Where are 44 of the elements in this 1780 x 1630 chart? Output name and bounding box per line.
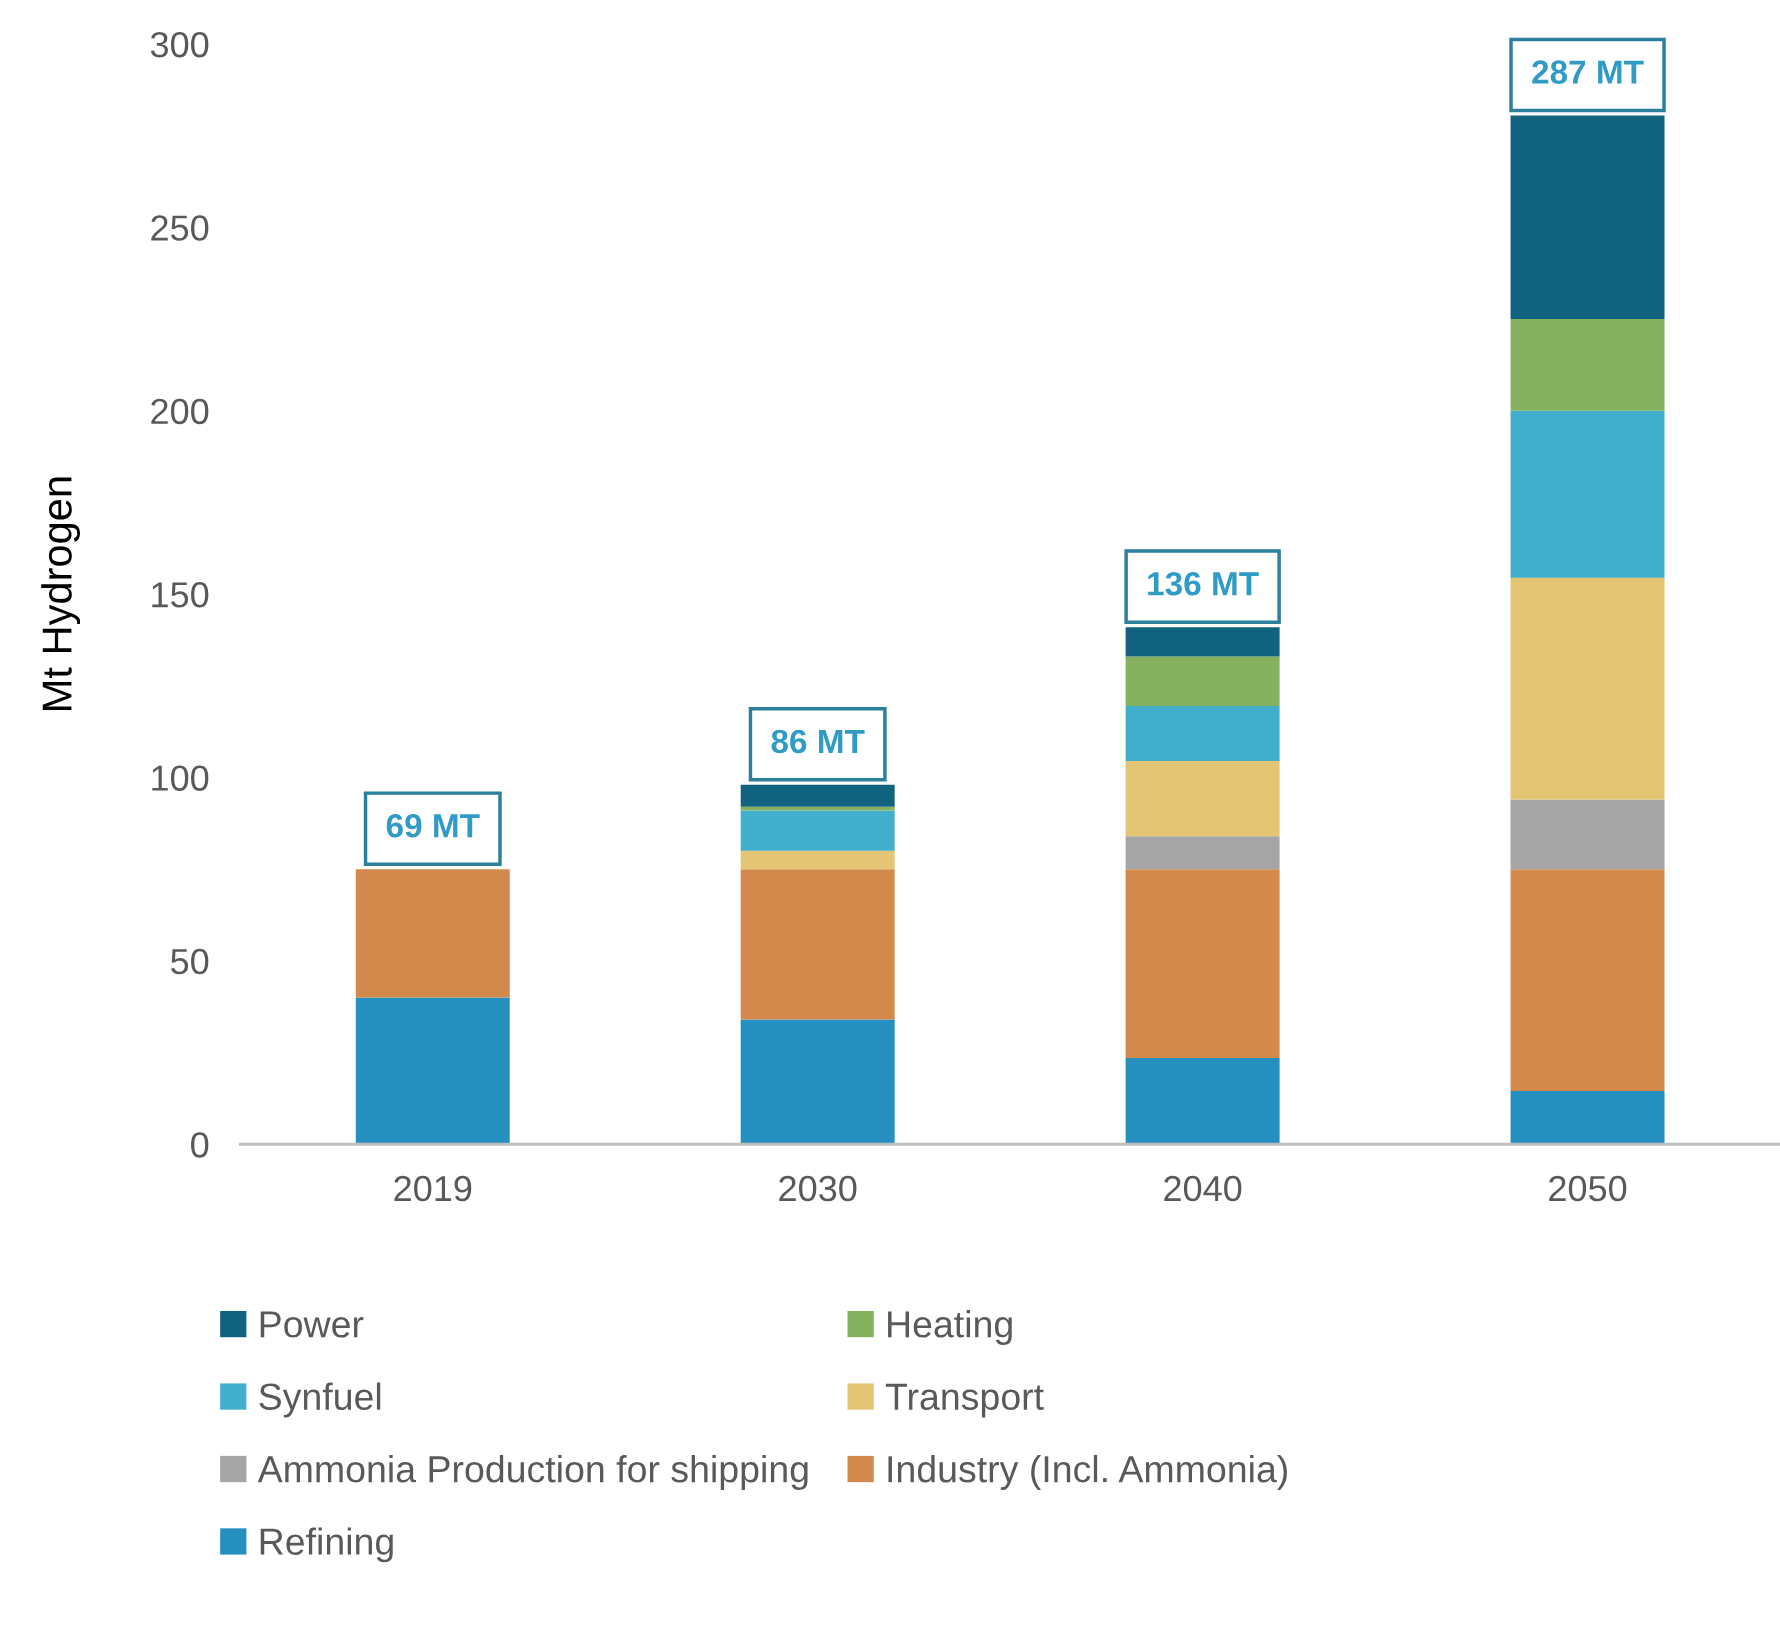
annotation: 69 MT — [386, 814, 480, 838]
bar — [355, 997, 510, 1145]
y-tick-label: 0 — [191, 1132, 209, 1158]
x-tick-label: 2030 — [779, 1175, 857, 1202]
legend-label: Power — [260, 1311, 364, 1338]
legend-label: Synfuel — [259, 1382, 381, 1418]
y-tick-label: 300 — [150, 31, 209, 58]
bar — [1125, 869, 1280, 1059]
y-tick-label: 150 — [152, 582, 209, 608]
legend-label: Industry (Incl. Ammonia) — [888, 1454, 1287, 1490]
bar — [740, 810, 895, 851]
bar — [740, 806, 895, 811]
bar — [355, 869, 510, 998]
bar — [1510, 319, 1665, 411]
legend-label: Heating — [888, 1310, 1012, 1345]
y-tick-label: 200 — [151, 398, 209, 425]
x-tick-label: 2050 — [1549, 1175, 1627, 1202]
annotation: 136 MT — [1148, 571, 1259, 596]
bar — [1125, 656, 1280, 706]
legend-label: Transport — [885, 1383, 1044, 1418]
legend-label: Refining — [260, 1527, 393, 1563]
bar — [1510, 869, 1665, 1092]
legend-label: Ammonia Production for shipping — [257, 1454, 808, 1490]
y-tick-label: 250 — [151, 215, 209, 241]
annotation: 86 MT — [771, 729, 865, 754]
y-tick-label: 50 — [171, 948, 209, 975]
x-tick-label: 2040 — [1164, 1175, 1242, 1202]
bar — [1125, 1058, 1280, 1145]
y-tick-label: 100 — [152, 765, 209, 791]
x-tick-label: 2019 — [394, 1175, 472, 1202]
bar — [1125, 627, 1280, 657]
bar — [740, 1019, 895, 1145]
bar — [1510, 410, 1665, 578]
bar — [1125, 761, 1280, 837]
bar — [1510, 1091, 1665, 1145]
bar — [740, 869, 895, 1020]
y-axis-title: Mt Hydrogen — [41, 477, 81, 710]
annotation: 287 MT — [1532, 60, 1644, 84]
bar — [740, 784, 895, 807]
bar — [1125, 705, 1280, 762]
bar — [1125, 836, 1280, 870]
bar — [740, 850, 895, 870]
bar — [1510, 577, 1665, 800]
bar — [1510, 799, 1665, 870]
